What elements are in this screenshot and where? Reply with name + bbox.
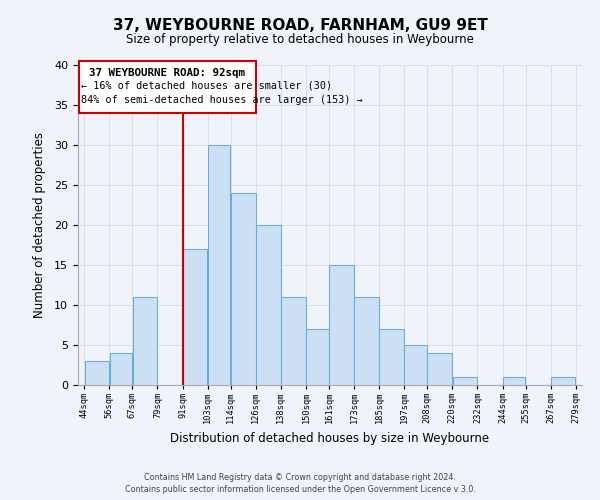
Text: 37, WEYBOURNE ROAD, FARNHAM, GU9 9ET: 37, WEYBOURNE ROAD, FARNHAM, GU9 9ET [113, 18, 487, 32]
Bar [110, 353, 132, 385]
Y-axis label: Number of detached properties: Number of detached properties [33, 132, 46, 318]
Text: Contains HM Land Registry data © Crown copyright and database right 2024.
Contai: Contains HM Land Registry data © Crown c… [125, 472, 475, 494]
Bar [379, 329, 404, 385]
Bar [503, 377, 526, 385]
X-axis label: Distribution of detached houses by size in Weybourne: Distribution of detached houses by size … [170, 432, 490, 445]
Bar [85, 361, 109, 385]
Bar [281, 297, 305, 385]
Bar [452, 377, 477, 385]
Bar [427, 353, 452, 385]
Bar [306, 329, 329, 385]
Text: 37 WEYBOURNE ROAD: 92sqm: 37 WEYBOURNE ROAD: 92sqm [89, 68, 245, 78]
Bar [183, 249, 208, 385]
Bar [208, 145, 230, 385]
Bar [551, 377, 575, 385]
Bar [231, 193, 256, 385]
Bar [133, 297, 157, 385]
Text: Size of property relative to detached houses in Weybourne: Size of property relative to detached ho… [126, 32, 474, 46]
Text: 84% of semi-detached houses are larger (153) →: 84% of semi-detached houses are larger (… [81, 94, 363, 104]
Bar [329, 265, 354, 385]
Bar [355, 297, 379, 385]
Bar [404, 345, 427, 385]
Bar [79, 61, 256, 113]
Bar [256, 225, 281, 385]
Text: ← 16% of detached houses are smaller (30): ← 16% of detached houses are smaller (30… [81, 80, 332, 90]
